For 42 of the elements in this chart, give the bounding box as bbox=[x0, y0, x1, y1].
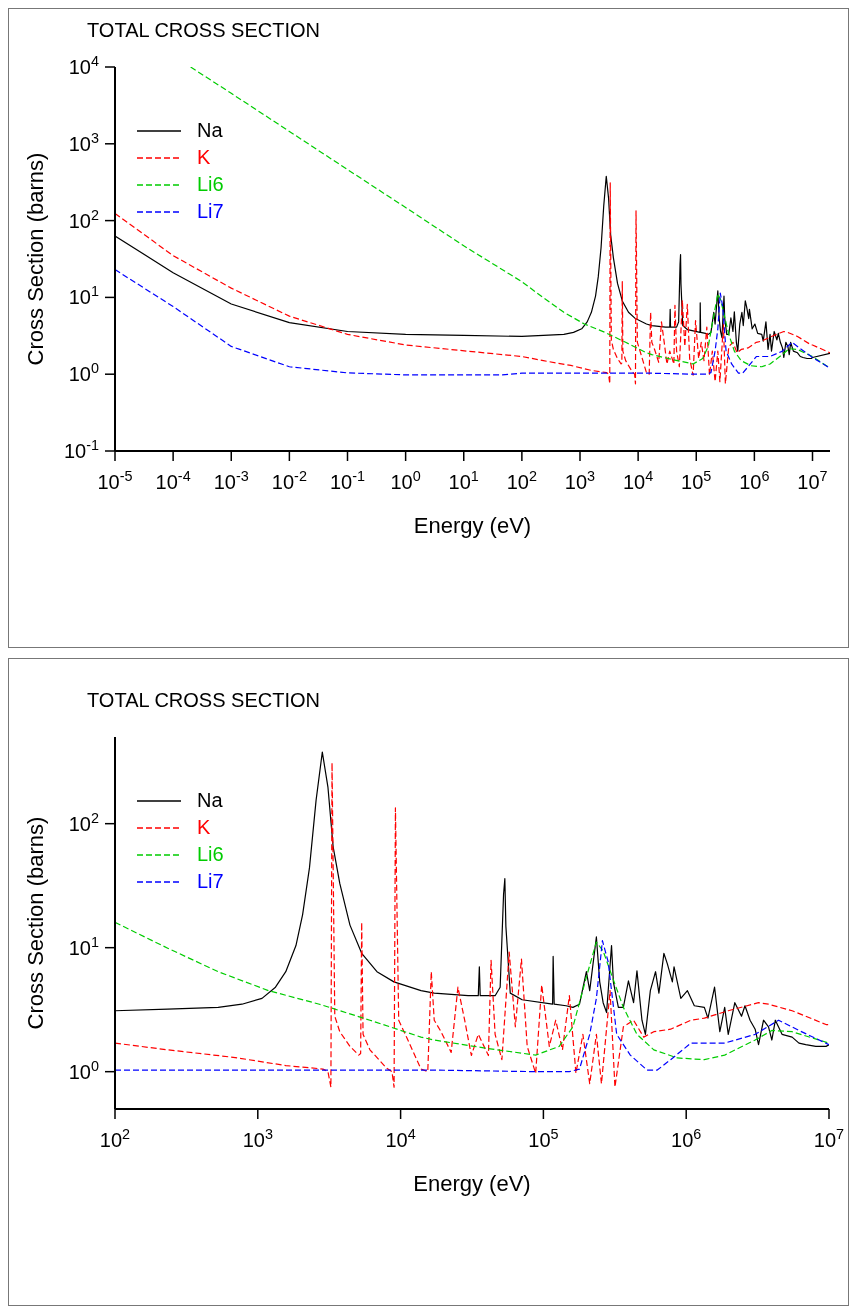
chart-title: TOTAL CROSS SECTION bbox=[87, 689, 320, 712]
y-tick-label: 10$^{1}$ bbox=[68, 933, 99, 959]
x-tick-label: 10$^{3}$ bbox=[564, 468, 596, 493]
x-tick-label: 10$^{5}$ bbox=[681, 468, 712, 493]
x-axis-title: Energy (eV) bbox=[413, 1170, 531, 1196]
x-tick-label: 10$^{5}$ bbox=[528, 1126, 559, 1151]
legend-label: Li6 bbox=[197, 173, 224, 196]
x-tick-label: 10$^{4}$ bbox=[385, 1126, 416, 1151]
legend-label: Li7 bbox=[197, 870, 224, 893]
x-tick-label: 10$^{-1}$ bbox=[329, 468, 366, 493]
legend-label: K bbox=[197, 816, 211, 839]
x-tick-label: 10$^{0}$ bbox=[390, 468, 421, 493]
x-tick-label: 10$^{2}$ bbox=[506, 468, 538, 493]
y-tick-label: 10$^{4}$ bbox=[68, 53, 99, 78]
x-tick-label: 10$^{7}$ bbox=[797, 468, 828, 493]
x-tick-label: 10$^{-3}$ bbox=[213, 468, 249, 493]
chart-title: TOTAL CROSS SECTION bbox=[87, 19, 320, 42]
x-tick-label: 10$^{7}$ bbox=[813, 1126, 845, 1151]
y-tick-label: 10$^{1}$ bbox=[68, 283, 99, 309]
x-tick-label: 10$^{2}$ bbox=[99, 1126, 131, 1151]
y-tick-label: 10$^{-1}$ bbox=[63, 437, 99, 462]
legend-label: Na bbox=[197, 789, 223, 812]
y-tick-label: 10$^{3}$ bbox=[68, 129, 99, 155]
y-tick-label: 10$^{2}$ bbox=[68, 809, 99, 835]
x-axis-title: Energy (eV) bbox=[413, 512, 532, 538]
x-tick-label: 10$^{6}$ bbox=[739, 468, 770, 493]
legend-label: Li6 bbox=[197, 843, 224, 866]
x-tick-label: 10$^{-5}$ bbox=[97, 468, 133, 493]
y-tick-label: 10$^{0}$ bbox=[68, 360, 99, 386]
legend-label: Na bbox=[197, 119, 223, 142]
legend-label: Li7 bbox=[197, 200, 224, 223]
x-tick-label: 10$^{-4}$ bbox=[155, 468, 191, 493]
x-tick-label: 10$^{1}$ bbox=[448, 468, 479, 493]
x-tick-label: 10$^{-2}$ bbox=[271, 468, 307, 493]
legend-label: K bbox=[197, 146, 211, 169]
y-axis-title: Cross Section (barns) bbox=[22, 152, 48, 366]
x-tick-label: 10$^{3}$ bbox=[242, 1126, 273, 1151]
y-tick-label: 10$^{0}$ bbox=[68, 1057, 99, 1083]
y-tick-label: 10$^{2}$ bbox=[68, 206, 99, 232]
x-tick-label: 10$^{4}$ bbox=[622, 468, 654, 493]
y-axis-title: Cross Section (barns) bbox=[22, 816, 48, 1030]
x-tick-label: 10$^{6}$ bbox=[671, 1126, 702, 1151]
